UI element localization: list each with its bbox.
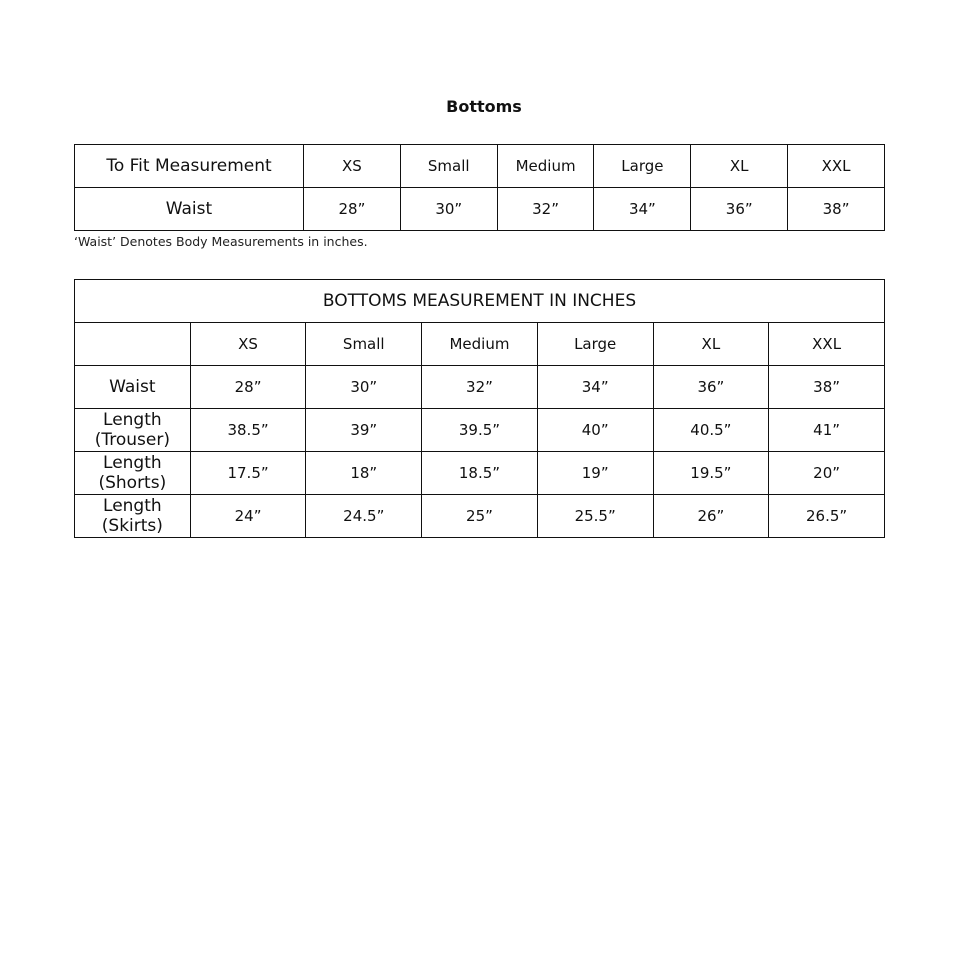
column-header: XS (189, 322, 307, 366)
table-cell: 40.5” (652, 408, 770, 452)
column-header: Large (593, 144, 692, 188)
table-row: Length (Trouser) 38.5” 39” 39.5” 40” 40.5” 41” (74, 408, 885, 452)
table-cell: 36” (652, 365, 770, 409)
table-row: Waist 28” 30” 32” 34” 36” 38” (74, 365, 885, 409)
table-cell: 38” (787, 187, 885, 231)
fit-measurement-table: To Fit Measurement XS Small Medium Large XL XX… (74, 144, 885, 231)
header-row: XS Small Medium Large XL XXL (74, 322, 885, 366)
column-header: To Fit Measurement (74, 144, 304, 188)
table-cell: 26” (652, 494, 770, 538)
page-title: Bottoms (446, 97, 522, 116)
table-cell: 34” (593, 187, 692, 231)
table-cell: 25.5” (536, 494, 654, 538)
table-cell: 28” (189, 365, 307, 409)
table-cell: 36” (690, 187, 789, 231)
row-label: Waist (74, 365, 191, 409)
table-cell: 28” (303, 187, 401, 231)
table-cell: 40” (536, 408, 654, 452)
table-row: Waist 28” 30” 32” 34” 36” 38” (74, 187, 885, 231)
row-label: Length (Trouser) (74, 408, 191, 452)
table-row: Length (Skirts) 24” 24.5” 25” 25.5” 26” 26.5” (74, 494, 885, 538)
table-cell: 41” (768, 408, 885, 452)
column-header: Small (305, 322, 423, 366)
column-header: XXL (768, 322, 885, 366)
table-cell: 17.5” (189, 451, 307, 495)
column-header: Large (536, 322, 654, 366)
table-title-row: BOTTOMS MEASUREMENT IN INCHES (74, 279, 885, 323)
footnote: ‘Waist’ Denotes Body Measurements in inc… (74, 234, 368, 249)
table-cell: 32” (496, 187, 595, 231)
column-header (74, 322, 191, 366)
table-cell: 24” (189, 494, 307, 538)
table-cell: 30” (399, 187, 498, 231)
table-cell: 39.5” (421, 408, 538, 452)
table-cell: 26.5” (768, 494, 885, 538)
table-cell: 38.5” (189, 408, 307, 452)
column-header: Medium (421, 322, 538, 366)
column-header: XXL (787, 144, 885, 188)
table-cell: 20” (768, 451, 885, 495)
table-cell: 19” (536, 451, 654, 495)
column-header: Medium (496, 144, 595, 188)
table-cell: 18” (305, 451, 423, 495)
table-cell: 34” (536, 365, 654, 409)
row-label: Length (Shorts) (74, 451, 191, 495)
table-title: BOTTOMS MEASUREMENT IN INCHES (74, 279, 885, 323)
table-cell: 38” (768, 365, 885, 409)
column-header: Small (399, 144, 498, 188)
header-row: To Fit Measurement XS Small Medium Large XL XX… (74, 144, 885, 188)
column-header: XL (652, 322, 770, 366)
table-cell: 30” (305, 365, 423, 409)
table-cell: 39” (305, 408, 423, 452)
column-header: XL (690, 144, 789, 188)
row-label: Length (Skirts) (74, 494, 191, 538)
row-label: Waist (74, 187, 304, 231)
table-cell: 24.5” (305, 494, 423, 538)
table-cell: 32” (421, 365, 538, 409)
table-cell: 19.5” (652, 451, 770, 495)
bottoms-measurement-table: BOTTOMS MEASUREMENT IN INCHES XS Small Med… (74, 279, 885, 538)
table-cell: 25” (421, 494, 538, 538)
table-row: Length (Shorts) 17.5” 18” 18.5” 19” 19.5” 20” (74, 451, 885, 495)
table-cell: 18.5” (421, 451, 538, 495)
column-header: XS (303, 144, 401, 188)
